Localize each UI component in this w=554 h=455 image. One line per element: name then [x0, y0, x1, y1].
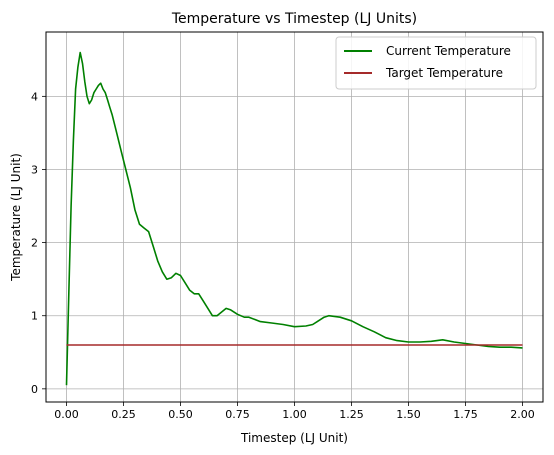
current-temperature-line: [65, 51, 523, 386]
y-tick-label: 1: [31, 310, 38, 323]
x-tick-label: 0.75: [225, 408, 250, 421]
legend-label-target: Target Temperature: [385, 66, 503, 80]
x-tick-label: 1.25: [339, 408, 364, 421]
y-axis-label: Temperature (LJ Unit): [9, 153, 23, 282]
legend-label-current: Current Temperature: [386, 44, 511, 58]
x-tick-label: 0.25: [111, 408, 136, 421]
series-layer: [65, 51, 523, 386]
x-tick-label: 0.50: [168, 408, 193, 421]
x-tick-label: 0.00: [54, 408, 79, 421]
x-tick-label: 1.00: [282, 408, 307, 421]
x-tick-label: 1.75: [453, 408, 478, 421]
y-axis-ticks: 0 1 2 3 4: [31, 90, 46, 396]
x-axis-ticks: 0.00 0.25 0.50 0.75 1.00 1.25 1.50 1.75 2.00: [54, 402, 535, 421]
grid-lines: [46, 32, 543, 402]
x-tick-label: 1.50: [396, 408, 421, 421]
x-tick-label: 2.00: [510, 408, 535, 421]
y-tick-label: 0: [31, 383, 38, 396]
legend-box: [335, 36, 537, 90]
chart-title: Temperature vs Timestep (LJ Units): [171, 11, 417, 27]
y-tick-label: 3: [31, 163, 38, 176]
y-tick-label: 4: [31, 90, 38, 103]
y-tick-label: 2: [31, 237, 38, 250]
legend: Current Temperature Target Temperature: [335, 36, 537, 90]
x-axis-label: Timestep (LJ Unit): [240, 431, 348, 445]
